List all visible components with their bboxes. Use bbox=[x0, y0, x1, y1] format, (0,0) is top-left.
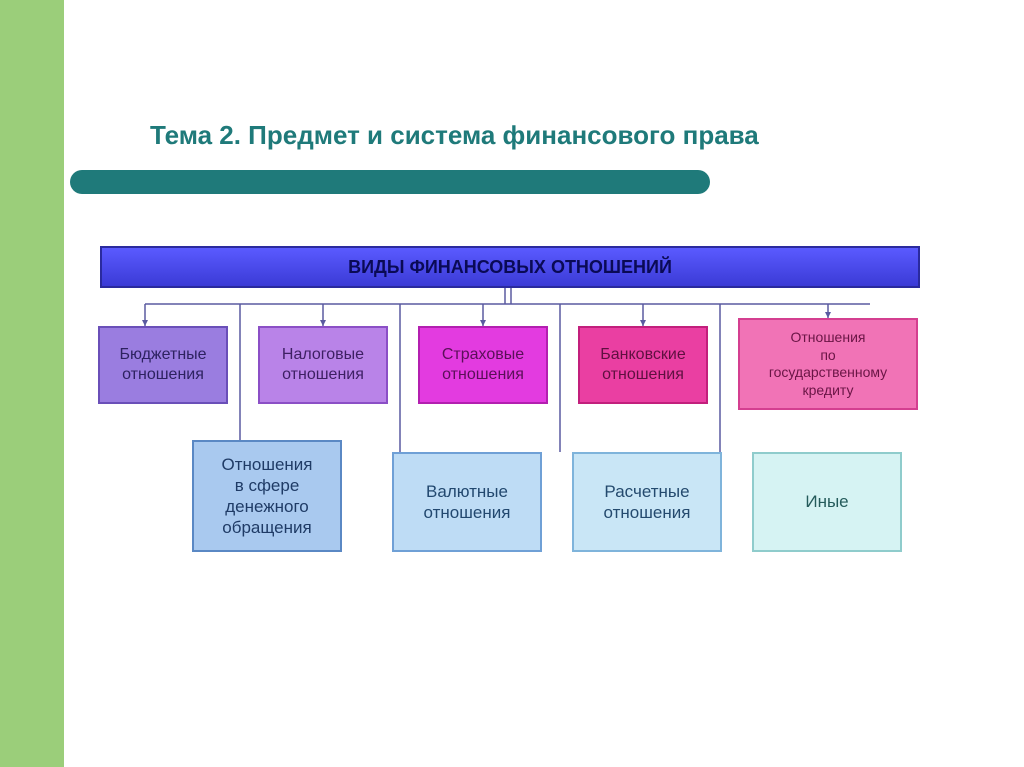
node-line: Валютные bbox=[426, 481, 508, 502]
node-insurance: Страховыеотношения bbox=[418, 326, 548, 404]
node-line: Банковские bbox=[600, 345, 685, 365]
title-underline bbox=[70, 170, 710, 194]
node-settlement: Расчетныеотношения bbox=[572, 452, 722, 552]
node-credit: Отношенияпогосударственномукредиту bbox=[738, 318, 918, 410]
node-budget: Бюджетныеотношения bbox=[98, 326, 228, 404]
node-money: Отношенияв сфереденежногообращения bbox=[192, 440, 342, 552]
node-bank: Банковскиеотношения bbox=[578, 326, 708, 404]
node-line: по bbox=[820, 347, 835, 365]
node-line: кредиту bbox=[803, 382, 854, 400]
node-line: в сфере bbox=[235, 475, 300, 496]
node-line: Отношения bbox=[221, 454, 312, 475]
node-line: Налоговые bbox=[282, 345, 364, 365]
node-line: Страховые bbox=[442, 345, 524, 365]
node-line: Иные bbox=[805, 491, 848, 512]
diagram-header-text: ВИДЫ ФИНАНСОВЫХ ОТНОШЕНИЙ bbox=[348, 257, 672, 278]
node-line: отношения bbox=[604, 502, 691, 523]
slide-title: Тема 2. Предмет и система финансового пр… bbox=[150, 120, 759, 151]
node-line: отношения bbox=[442, 365, 524, 385]
node-fx: Валютныеотношения bbox=[392, 452, 542, 552]
node-line: обращения bbox=[222, 517, 311, 538]
node-other: Иные bbox=[752, 452, 902, 552]
node-line: Бюджетные bbox=[119, 345, 206, 365]
node-line: денежного bbox=[225, 496, 309, 517]
node-line: отношения bbox=[282, 365, 364, 385]
node-tax: Налоговыеотношения bbox=[258, 326, 388, 404]
slide-title-block: Тема 2. Предмет и система финансового пр… bbox=[150, 120, 759, 151]
diagram-header: ВИДЫ ФИНАНСОВЫХ ОТНОШЕНИЙ bbox=[100, 246, 920, 288]
node-line: Отношения bbox=[791, 329, 866, 347]
node-line: Расчетные bbox=[604, 481, 689, 502]
left-accent-bar bbox=[0, 0, 64, 767]
node-line: отношения bbox=[122, 365, 204, 385]
node-line: отношения bbox=[602, 365, 684, 385]
node-line: государственному bbox=[769, 364, 887, 382]
node-line: отношения bbox=[424, 502, 511, 523]
